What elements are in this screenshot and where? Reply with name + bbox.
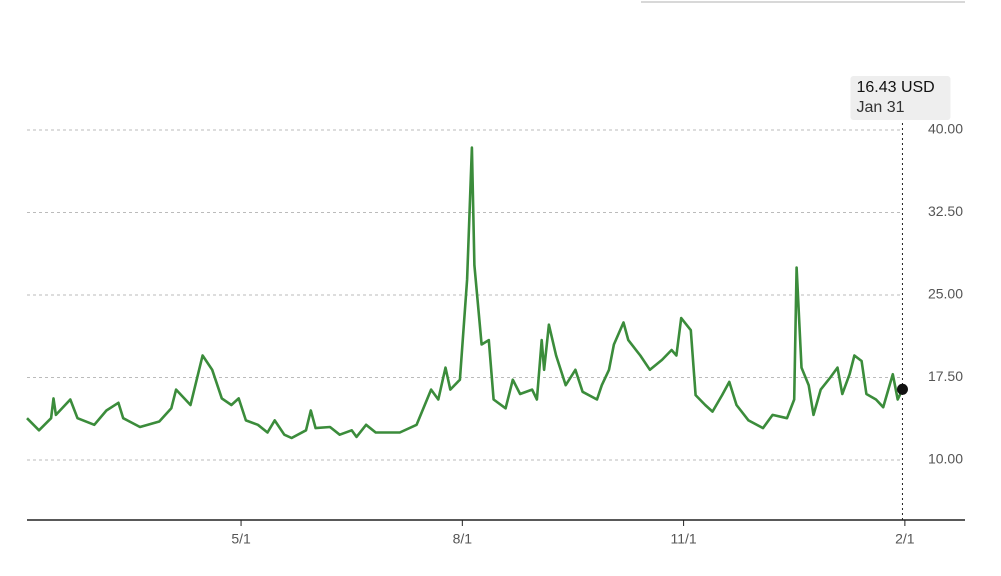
tooltip-box xyxy=(850,76,951,120)
x-tick-label: 2/1 xyxy=(895,531,915,547)
tooltip-date: Jan 31 xyxy=(856,99,904,116)
x-tick-label: 5/1 xyxy=(231,531,251,547)
y-tick-label: 40.00 xyxy=(928,121,963,137)
last-point xyxy=(896,383,908,395)
y-tick-label: 17.50 xyxy=(928,368,963,384)
x-tick-label: 11/1 xyxy=(670,531,696,547)
y-tick-label: 10.00 xyxy=(928,451,963,467)
y-tick-label: 32.50 xyxy=(928,203,963,219)
tooltip-value: 16.43 USD xyxy=(856,79,934,96)
y-tick-label: 25.00 xyxy=(928,286,963,302)
data-line xyxy=(26,146,904,440)
x-tick-label: 8/1 xyxy=(453,531,473,547)
